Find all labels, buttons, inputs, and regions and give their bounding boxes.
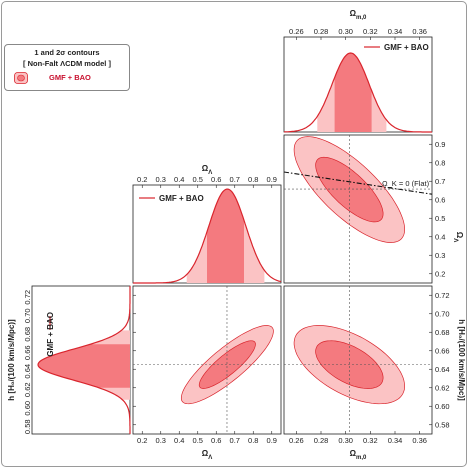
ol-band-1sigma	[207, 189, 244, 283]
h-left-tick-label: 0.58	[23, 419, 32, 434]
om-band-1sigma	[334, 53, 372, 132]
om-bottom-tick-label: 0.34	[388, 436, 403, 445]
om-bottom-tick-label: 0.26	[289, 436, 304, 445]
om-bottom-tick-label: 0.32	[363, 436, 378, 445]
ol-marginal-curve	[133, 188, 282, 284]
ol-top-tick-label: 0.5	[193, 175, 203, 184]
ol-right-tick-label: 0.6	[435, 195, 445, 204]
ol-bottom-tick-label: 0.6	[211, 436, 221, 445]
ol-right-tick-label: 0.9	[435, 140, 445, 149]
flat-line-label: Ω_K = 0 (Flat)	[382, 179, 430, 188]
om-bottom-tick-label: 0.30	[338, 436, 353, 445]
h-right-tick-label: 0.60	[435, 402, 450, 411]
h-left-tick-label: 0.68	[23, 327, 32, 342]
om-top-tick-label: 0.26	[289, 27, 304, 36]
h-right-tick-label: 0.68	[435, 328, 450, 337]
h-band-1sigma	[38, 344, 130, 388]
h-right-tick-label: 0.64	[435, 365, 450, 374]
contours-ol-h	[133, 286, 281, 434]
h-right-tick-label: 0.62	[435, 383, 450, 392]
ol-top-tick-label: 0.8	[248, 175, 258, 184]
ol-top-tick-label: 0.4	[174, 175, 184, 184]
legend: 1 and 2σ contours [ Non-Falt ΛCDM model …	[4, 44, 130, 91]
om-bottom-axis-label: Ωm,0	[350, 449, 367, 461]
legend-entry: GMF + BAO	[49, 73, 91, 82]
ol-right-tick-label: 0.4	[435, 232, 445, 241]
ol-h-contour-1sigma	[198, 340, 256, 389]
ol-bottom-tick-label: 0.7	[230, 436, 240, 445]
om-top-tick-label: 0.30	[338, 27, 353, 36]
ol-bottom-axis-label: ΩΛ	[202, 449, 212, 461]
h-marginal-curve	[37, 286, 131, 434]
h-left-axis-label: h [H₀/(100 km/s/Mpc)]	[7, 319, 16, 401]
ol-top-tick-label: 0.6	[211, 175, 221, 184]
om-legend-label: GMF + BAO	[384, 43, 429, 52]
ol-legend-label: GMF + BAO	[159, 194, 204, 203]
ol-bottom-tick-label: 0.2	[137, 436, 147, 445]
ol-top-axis-label: ΩΛ	[202, 164, 212, 176]
om-bottom-tick-label: 0.36	[412, 436, 427, 445]
om-bottom-tick-label: 0.28	[314, 436, 329, 445]
h-left-tick-label: 0.70	[23, 308, 32, 323]
legend-swatch	[14, 72, 28, 84]
ol-right-tick-label: 0.7	[435, 177, 445, 186]
ol-top-tick-label: 0.3	[156, 175, 166, 184]
h-right-tick-label: 0.58	[435, 420, 450, 429]
ol-right-tick-label: 0.8	[435, 158, 445, 167]
om-top-axis-label: Ωm,0	[350, 9, 367, 21]
legend-model: [ Non-Falt ΛCDM model ]	[23, 59, 111, 68]
h-legend-label: GMF + BAO	[46, 312, 55, 357]
h-left-tick-label: 0.62	[23, 382, 32, 397]
ol-right-tick-label: 0.3	[435, 251, 445, 260]
ol-bottom-tick-label: 0.8	[248, 436, 258, 445]
h-right-tick-label: 0.66	[435, 346, 450, 355]
ol-right-tick-label: 0.5	[435, 214, 445, 223]
panel-ol-h	[132, 285, 282, 435]
ol-bottom-tick-label: 0.5	[193, 436, 203, 445]
ol-top-tick-label: 0.9	[267, 175, 277, 184]
om-top-tick-label: 0.34	[388, 27, 403, 36]
contours-om-h	[284, 286, 432, 434]
om-top-tick-label: 0.32	[363, 27, 378, 36]
h-left-tick-label: 0.72	[23, 290, 32, 305]
ol-top-tick-label: 0.7	[230, 175, 240, 184]
ol-top-tick-label: 0.2	[137, 175, 147, 184]
ol-bottom-tick-label: 0.3	[156, 436, 166, 445]
om-ol-contour-1sigma	[315, 156, 384, 223]
contours-om-ol	[284, 135, 432, 283]
ol-right-axis-label: ΩΛ	[452, 232, 464, 242]
h-right-tick-label: 0.70	[435, 309, 450, 318]
ol-bottom-tick-label: 0.4	[174, 436, 184, 445]
om-top-tick-label: 0.36	[412, 27, 427, 36]
h-left-tick-label: 0.66	[23, 345, 32, 360]
om-marginal-curve	[283, 52, 432, 133]
h-right-axis-label: h [H₀/(100 km/s/Mpc)]	[457, 319, 466, 401]
h-right-tick-label: 0.72	[435, 291, 450, 300]
h-left-tick-label: 0.60	[23, 401, 32, 416]
legend-title: 1 and 2σ contours	[34, 48, 100, 57]
ol-right-tick-label: 0.2	[435, 269, 445, 278]
flat-line	[284, 171, 432, 195]
h-left-tick-label: 0.64	[23, 364, 32, 379]
ol-bottom-tick-label: 0.9	[267, 436, 277, 445]
om-top-tick-label: 0.28	[314, 27, 329, 36]
